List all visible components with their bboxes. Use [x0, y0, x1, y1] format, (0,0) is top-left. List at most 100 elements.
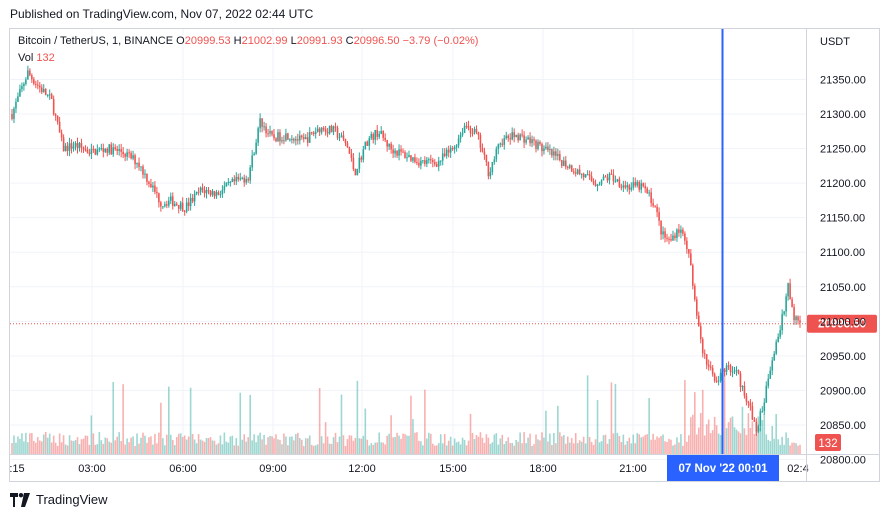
volume-bar	[632, 434, 635, 454]
volume-bar	[690, 417, 692, 454]
volume-bar	[751, 421, 754, 454]
x-tick-label: 02:4	[787, 463, 808, 475]
candle-body	[757, 426, 760, 432]
candle-body	[160, 202, 162, 207]
candle-body	[535, 140, 537, 149]
candle-body	[392, 149, 394, 154]
volume-bar	[463, 439, 466, 454]
candle-body	[384, 137, 386, 141]
candle-body	[25, 79, 27, 84]
candle-body	[100, 148, 103, 150]
candle-body	[588, 174, 591, 177]
volume-bar	[86, 435, 89, 454]
volume-bar	[394, 436, 396, 454]
volume-bar	[529, 433, 531, 454]
volume-bar	[118, 432, 120, 454]
volume-bar	[624, 444, 627, 454]
volume-bar	[40, 441, 43, 454]
volume-bar	[352, 440, 355, 454]
volume-bar	[19, 438, 21, 454]
volume-bar	[703, 435, 706, 454]
volume-bar	[485, 434, 488, 454]
volume-bar	[283, 433, 285, 454]
candle-body	[225, 182, 228, 187]
candle-body	[239, 178, 242, 180]
candle-body	[662, 231, 664, 235]
volume-bar	[795, 443, 797, 454]
chart-frame[interactable]	[9, 28, 880, 482]
candle-body	[380, 130, 382, 134]
candle-body	[60, 132, 63, 138]
candle-body	[96, 149, 99, 155]
volume-bar	[749, 427, 752, 454]
volume-bar	[769, 441, 772, 454]
candle-body	[491, 161, 494, 173]
volume-bar	[27, 442, 29, 454]
open-label: O	[176, 35, 185, 47]
volume-bar	[316, 444, 319, 454]
volume-bar	[386, 435, 388, 454]
candle-body	[733, 370, 736, 372]
volume-bar	[211, 440, 214, 454]
volume-bar	[23, 441, 25, 454]
candle-body	[574, 172, 577, 174]
volume-bar	[324, 422, 327, 454]
candle-body	[564, 160, 567, 167]
candle-body	[114, 147, 117, 149]
x-tick-label: 12:00	[348, 463, 376, 475]
candle-body	[84, 149, 87, 151]
candle-body	[364, 141, 367, 150]
y-tick-label: 20900.00	[820, 385, 866, 397]
candle-body	[31, 75, 33, 80]
candle-body	[273, 134, 275, 139]
volume-bar	[330, 443, 333, 454]
volume-bar	[539, 440, 541, 454]
y-tick-label: 21050.00	[820, 282, 866, 294]
close-label: C	[345, 35, 354, 47]
ohlc-legend: Bitcoin / TetherUS, 1, BINANCE O20999.53…	[18, 35, 478, 47]
tradingview-brand[interactable]: TradingView	[10, 492, 108, 507]
volume-bar	[437, 443, 440, 454]
candle-body	[348, 147, 351, 154]
candle-body	[297, 139, 299, 141]
candle-body	[642, 183, 644, 187]
volume-bar	[173, 445, 176, 454]
volume-bar	[310, 444, 313, 454]
candle-body	[320, 127, 323, 133]
candle-body	[235, 176, 238, 182]
volume-bar	[312, 445, 315, 454]
candle-body	[203, 189, 206, 194]
candle-body	[64, 145, 67, 152]
candle-body	[592, 181, 595, 184]
volume-bar	[616, 432, 619, 454]
candle-body	[177, 204, 180, 209]
volume-bar	[771, 425, 774, 454]
volume-bar	[519, 432, 521, 454]
candle-body	[654, 205, 656, 207]
symbol-name[interactable]: Bitcoin / TetherUS, 1, BINANCE	[18, 35, 174, 47]
candle-body	[582, 173, 585, 178]
volume-bar	[682, 445, 684, 454]
volume-bar	[783, 444, 785, 454]
candle-body	[408, 155, 410, 158]
candle-body	[106, 148, 109, 153]
volume-bar	[547, 441, 549, 454]
volume-label[interactable]: Vol	[18, 52, 34, 64]
high-label: H	[233, 35, 242, 47]
candle-body	[35, 83, 37, 85]
candle-body	[269, 131, 271, 134]
volume-bar	[668, 438, 670, 454]
close-value: 20996.50	[353, 35, 400, 47]
volume-bar	[370, 443, 373, 454]
candle-body	[668, 238, 670, 240]
candle-body	[551, 149, 553, 156]
candle-body	[487, 162, 490, 177]
volume-bar	[76, 437, 79, 454]
volume-bar	[348, 435, 351, 454]
volume-bar	[705, 424, 708, 454]
y-tick-label: 20800.00	[820, 455, 866, 467]
candle-body	[183, 210, 186, 212]
candle-body	[132, 155, 134, 159]
y-tick-label: 21150.00	[820, 213, 865, 225]
